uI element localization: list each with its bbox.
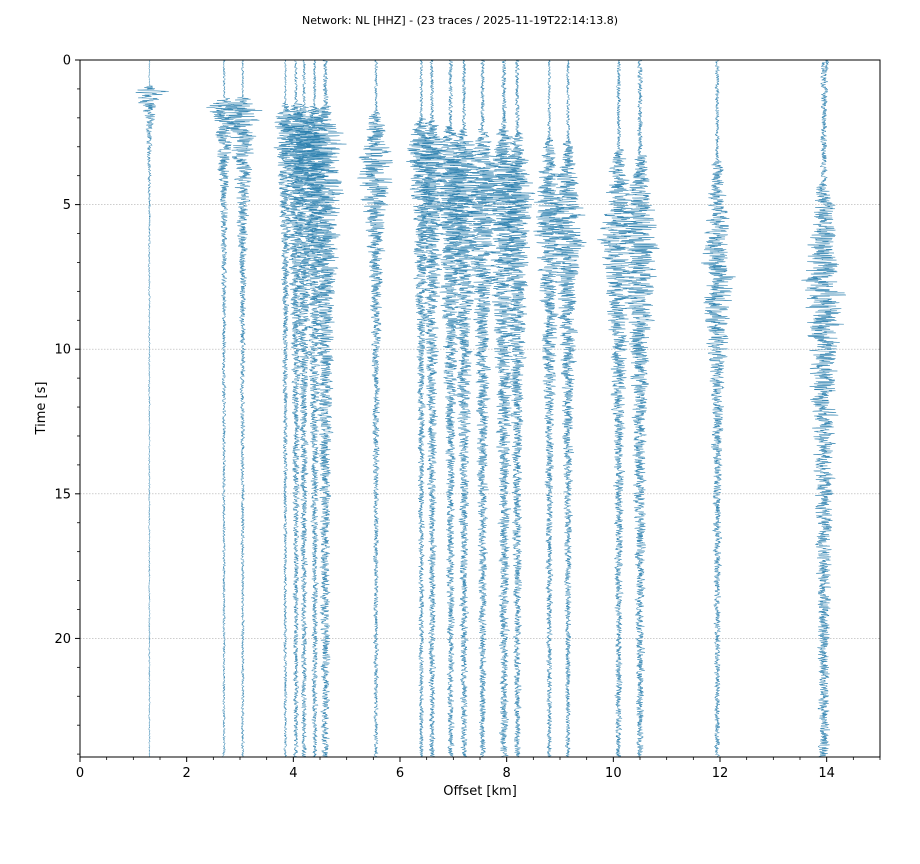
x-axis-label: Offset [km]	[443, 784, 517, 799]
x-tick-label: 8	[503, 766, 511, 781]
seismic-trace	[824, 59, 830, 72]
seismic-trace	[273, 59, 298, 758]
seismic-trace	[701, 59, 736, 758]
seismic-trace	[297, 59, 330, 758]
seismic-trace	[597, 59, 637, 758]
y-tick-label: 20	[54, 632, 71, 647]
x-tick-label: 4	[289, 766, 297, 781]
seismic-trace	[224, 59, 263, 758]
seismic-trace	[357, 59, 393, 758]
seismic-traces	[135, 59, 847, 758]
x-axis: 0 2 4 6 8 10 12 14	[76, 757, 881, 781]
y-tick-label: 0	[63, 54, 71, 69]
y-tick-label: 5	[63, 198, 71, 213]
y-axis: 0 5 10 15 20	[54, 54, 80, 755]
x-tick-label: 14	[818, 766, 835, 781]
y-tick-label: 15	[54, 487, 71, 502]
chart-title: Network: NL [HHZ] - (23 traces / 2025-11…	[302, 14, 618, 27]
seismic-trace	[443, 59, 482, 758]
seismic-trace	[433, 59, 470, 758]
seismic-trace	[483, 59, 526, 757]
x-tick-label: 6	[396, 766, 404, 781]
y-axis-label: Time [s]	[34, 382, 49, 436]
seismic-trace	[206, 59, 236, 758]
seismic-trace	[279, 59, 314, 758]
seismic-trace	[533, 59, 565, 758]
x-tick-label: 12	[712, 766, 729, 781]
seismic-trace	[287, 59, 321, 758]
seismic-trace	[135, 59, 169, 758]
x-tick-label: 10	[605, 766, 622, 781]
seismic-trace	[618, 59, 660, 758]
seismic-trace	[406, 60, 435, 758]
x-tick-label: 0	[76, 766, 84, 781]
seismic-trace	[801, 59, 847, 758]
y-tick-label: 10	[54, 343, 71, 358]
seismic-trace	[304, 59, 347, 758]
x-tick-label: 2	[183, 766, 191, 781]
seismic-trace	[502, 59, 536, 758]
seismic-trace	[549, 59, 587, 758]
